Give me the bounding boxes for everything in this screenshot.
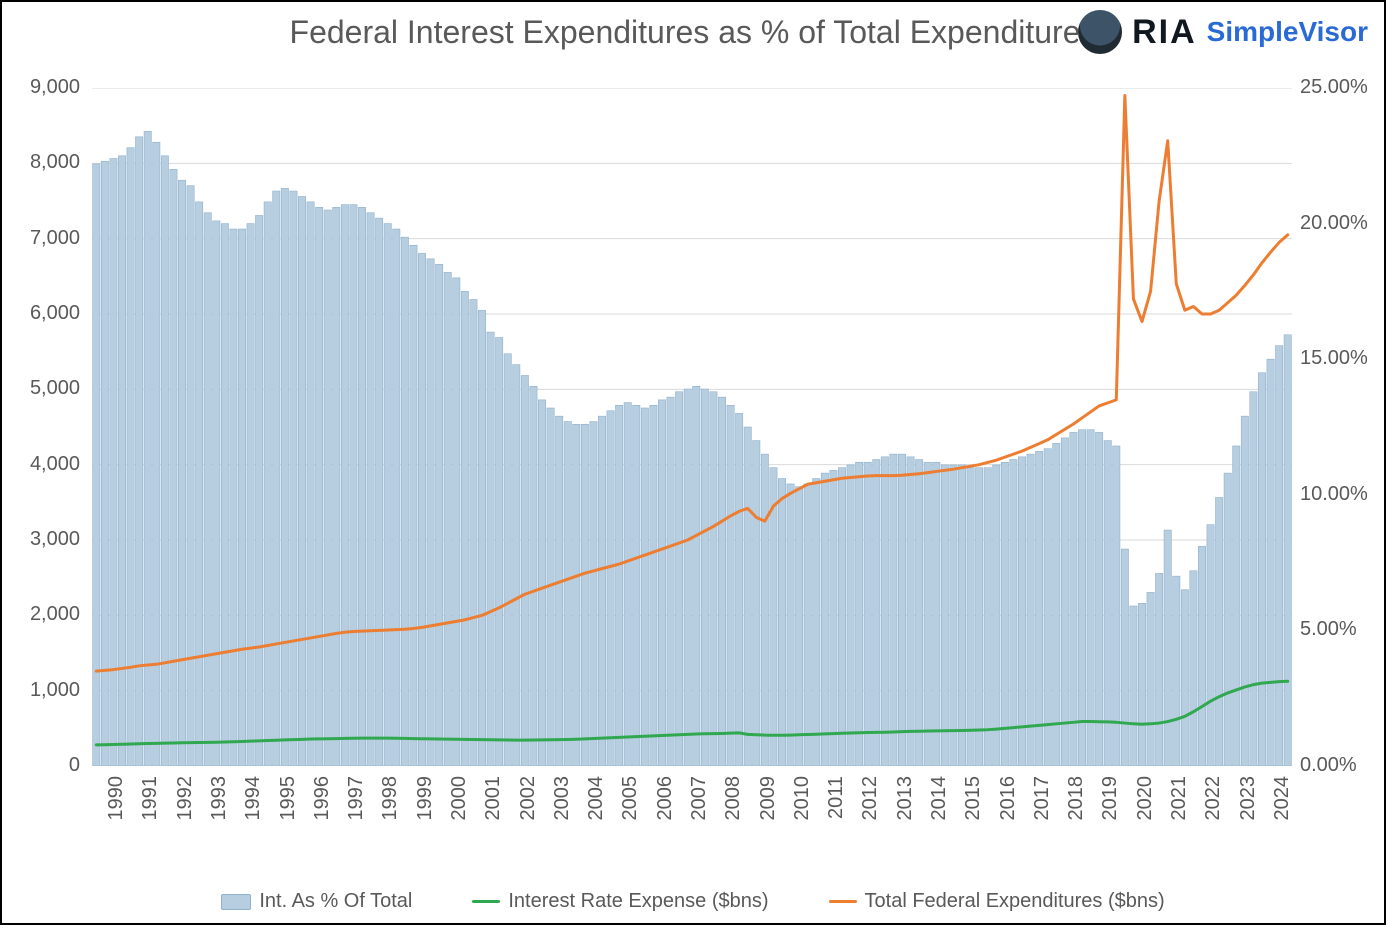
left-axis-tick-label: 0 (69, 754, 80, 777)
x-axis-tick-label: 2008 (722, 776, 745, 821)
x-axis-tick-label: 2022 (1202, 776, 1225, 821)
x-axis-tick-label: 2009 (757, 776, 780, 821)
x-axis-tick-label: 2012 (859, 776, 882, 821)
chart-container: Federal Interest Expenditures as % of To… (0, 0, 1386, 925)
right-axis-tick-label: 0.00% (1300, 754, 1357, 777)
x-axis-tick-label: 1994 (242, 776, 265, 821)
legend-label: Interest Rate Expense ($bns) (508, 890, 768, 913)
x-axis-tick-label: 2003 (551, 776, 574, 821)
x-axis-tick-label: 2024 (1271, 776, 1294, 821)
right-axis-tick-label: 15.00% (1300, 347, 1368, 370)
left-axis-tick-label: 1,000 (30, 679, 80, 702)
x-axis-tick-label: 1999 (414, 776, 437, 821)
left-axis-tick-label: 5,000 (30, 377, 80, 400)
legend-swatch-line-icon (472, 900, 500, 903)
x-axis-tick-label: 2001 (482, 776, 505, 821)
x-axis-tick-label: 2016 (997, 776, 1020, 821)
right-axis-tick-label: 25.00% (1300, 76, 1368, 99)
x-axis-tick-label: 2015 (962, 776, 985, 821)
x-axis-tick-label: 2018 (1065, 776, 1088, 821)
x-axis-tick-label: 2006 (654, 776, 677, 821)
left-axis-tick-label: 9,000 (30, 76, 80, 99)
x-axis-tick-label: 2005 (619, 776, 642, 821)
x-axis-tick-label: 1997 (345, 776, 368, 821)
x-axis-tick-label: 2023 (1237, 776, 1260, 821)
right-axis-tick-label: 20.00% (1300, 212, 1368, 235)
x-axis-tick-label: 2010 (791, 776, 814, 821)
x-axis-tick-label: 1990 (105, 776, 128, 821)
ria-eagle-icon (1078, 10, 1122, 54)
left-axis-tick-label: 6,000 (30, 302, 80, 325)
legend-item: Interest Rate Expense ($bns) (472, 890, 768, 913)
x-axis-tick-label: 1993 (208, 776, 231, 821)
x-axis-tick-label: 2017 (1031, 776, 1054, 821)
x-axis-tick-label: 2019 (1099, 776, 1122, 821)
x-axis-tick-label: 1996 (311, 776, 334, 821)
x-axis-tick-label: 2002 (517, 776, 540, 821)
legend-label: Int. As % Of Total (259, 890, 412, 913)
x-axis-tick-label: 1995 (277, 776, 300, 821)
x-axis-tick-label: 2013 (894, 776, 917, 821)
brand-simplevisor-text: SimpleVisor (1207, 16, 1368, 48)
x-axis-tick-label: 2007 (688, 776, 711, 821)
legend-swatch-bar-icon (221, 894, 251, 910)
left-axis-tick-label: 7,000 (30, 227, 80, 250)
x-axis-tick-label: 1992 (174, 776, 197, 821)
brand-block: RIA SimpleVisor (1078, 10, 1368, 54)
x-axis-tick-label: 1998 (379, 776, 402, 821)
plot-svg (92, 88, 1292, 766)
x-axis-tick-label: 2014 (928, 776, 951, 821)
brand-ria-text: RIA (1132, 13, 1197, 52)
legend-label: Total Federal Expenditures ($bns) (865, 890, 1165, 913)
left-axis-tick-label: 8,000 (30, 151, 80, 174)
legend-item: Int. As % Of Total (221, 890, 412, 913)
x-axis-tick-label: 2020 (1134, 776, 1157, 821)
legend-swatch-line-icon (829, 900, 857, 903)
x-axis-tick-label: 2004 (585, 776, 608, 821)
legend-item: Total Federal Expenditures ($bns) (829, 890, 1165, 913)
left-axis-tick-label: 4,000 (30, 453, 80, 476)
x-axis-tick-label: 2011 (825, 776, 848, 819)
plot-area (92, 88, 1292, 766)
right-axis-tick-label: 5.00% (1300, 618, 1357, 641)
x-axis-tick-label: 1991 (139, 776, 162, 821)
left-axis-tick-label: 2,000 (30, 603, 80, 626)
right-axis-tick-label: 10.00% (1300, 483, 1368, 506)
x-axis-tick-label: 2021 (1168, 776, 1191, 821)
x-axis-tick-label: 2000 (448, 776, 471, 821)
left-axis-tick-label: 3,000 (30, 528, 80, 551)
legend: Int. As % Of Total Interest Rate Expense … (2, 890, 1384, 913)
